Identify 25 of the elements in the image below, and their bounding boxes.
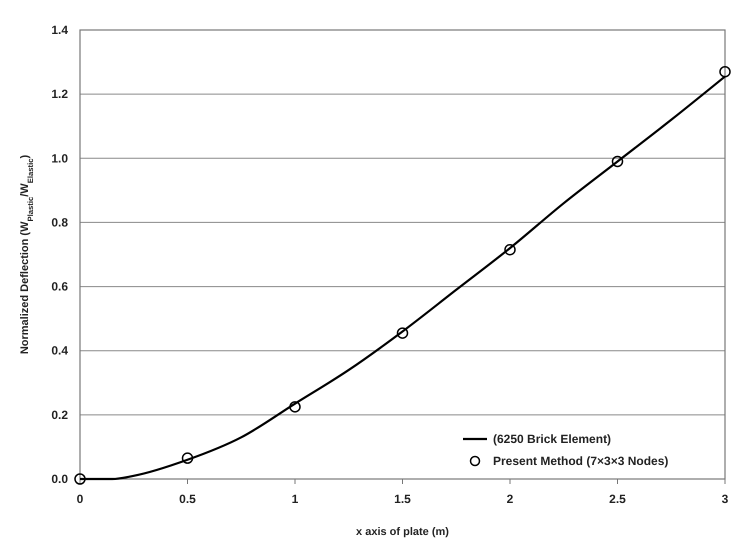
legend-label: Present Method (7×3×3 Nodes) xyxy=(493,454,668,468)
y-tick-label: 1.4 xyxy=(51,23,68,37)
legend-label: (6250 Brick Element) xyxy=(493,432,612,446)
point xyxy=(182,452,194,464)
y-tick-label: 0.4 xyxy=(51,344,68,358)
y-tick-label: 0.6 xyxy=(51,280,68,294)
x-axis-title: x axis of plate (m) xyxy=(356,526,450,538)
x-tick-label: 2.5 xyxy=(609,492,626,506)
x-tick-label: 1 xyxy=(292,492,299,506)
point xyxy=(289,401,301,413)
y-tick-label: 0.8 xyxy=(51,215,68,230)
point xyxy=(396,327,408,339)
y-tick-label: 1.2 xyxy=(51,87,68,102)
point xyxy=(612,156,624,168)
point xyxy=(719,66,731,78)
x-tick-label: 3 xyxy=(722,492,729,506)
y-tick-label: 0.2 xyxy=(51,408,68,422)
x-tick-label: 0 xyxy=(76,492,84,506)
y-tick-label: 1.0 xyxy=(51,151,68,166)
x-tick-label: 1.5 xyxy=(394,492,412,506)
point xyxy=(504,244,516,256)
y-tick-label: 0.0 xyxy=(51,472,68,486)
x-tick-label: 2 xyxy=(506,492,514,506)
point xyxy=(74,473,86,485)
x-tick-label: 0.5 xyxy=(179,492,196,506)
